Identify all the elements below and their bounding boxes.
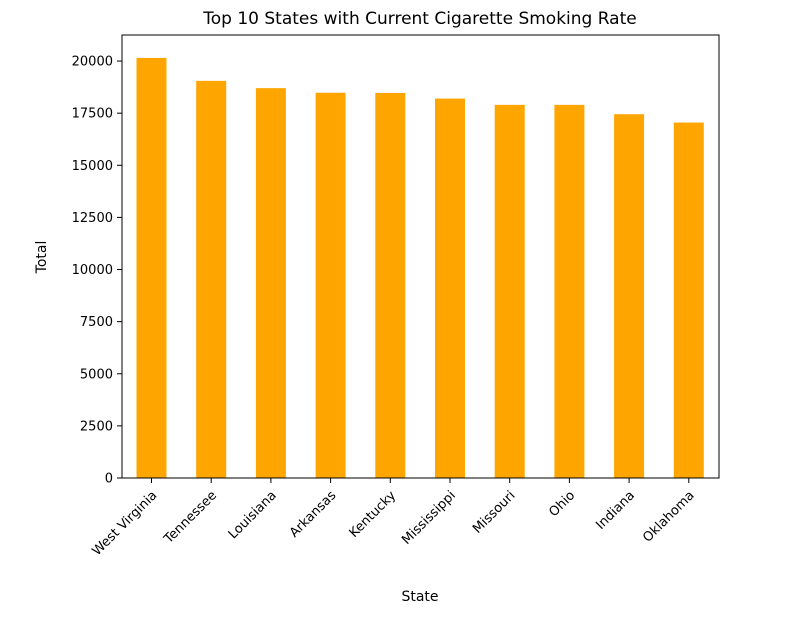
x-tick-label: West Virginia: [90, 488, 161, 559]
y-tick-label: 10000: [72, 263, 113, 278]
bar-oklahoma: [673, 122, 704, 478]
y-tick-label: 17500: [72, 107, 113, 122]
bar-louisiana: [255, 88, 286, 478]
bar-tennessee: [196, 80, 227, 479]
x-tick-label: Mississippi: [399, 488, 459, 548]
y-tick-label: 2500: [80, 419, 113, 434]
x-tick-label: Louisiana: [226, 488, 280, 542]
y-axis-label: Total: [34, 241, 50, 275]
x-axis: West Virginia Tennessee Louisiana Arkansas K…: [90, 478, 698, 559]
x-tick-label: Ohio: [546, 488, 578, 520]
plot-frame: [121, 34, 720, 479]
bar-mississippi: [435, 98, 465, 478]
y-tick-label: 7500: [80, 315, 113, 330]
bar-indiana: [614, 114, 645, 479]
bar-kentucky: [375, 92, 406, 478]
x-tick-label: Kentucky: [347, 488, 400, 541]
x-tick-label: Missouri: [470, 488, 518, 536]
y-axis: 0 2500 5000 7500 10000 12500 15000 17500 20000: [72, 55, 122, 487]
bar-arkansas: [315, 92, 346, 479]
y-tick-label: 20000: [72, 55, 113, 70]
x-axis-label: State: [401, 589, 438, 605]
bar-ohio: [554, 104, 585, 478]
y-tick-label: 15000: [72, 159, 113, 174]
x-tick-label: Arkansas: [287, 488, 340, 541]
x-tick-label: Indiana: [593, 488, 638, 533]
chart-title: Top 10 States with Current Cigarette Smo…: [202, 9, 636, 29]
x-tick-label: Oklahoma: [640, 488, 697, 545]
y-tick-label: 5000: [80, 367, 113, 382]
y-tick-label: 0: [105, 472, 113, 487]
x-tick-label: Tennessee: [161, 488, 220, 547]
bars-group: [136, 57, 704, 479]
bar-west-virginia: [136, 57, 167, 479]
y-tick-label: 12500: [72, 211, 113, 226]
bar-missouri: [494, 104, 525, 478]
